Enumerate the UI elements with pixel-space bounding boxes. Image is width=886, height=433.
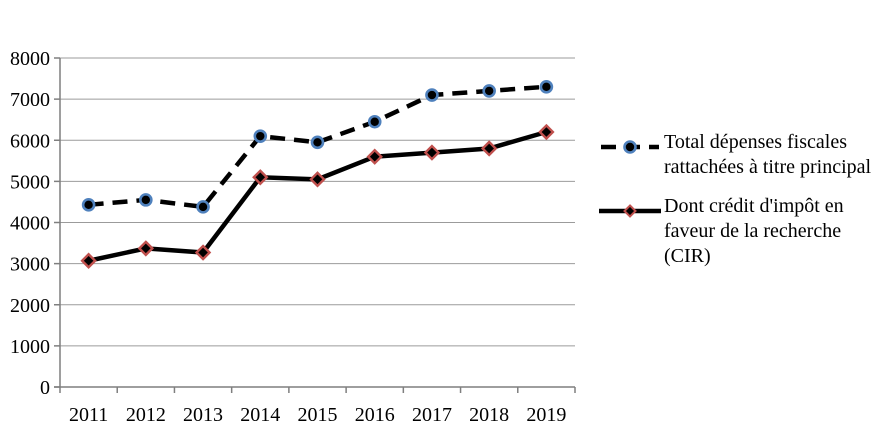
data-point-diamond	[252, 169, 269, 186]
data-point-circle	[310, 135, 325, 150]
data-point-circle	[253, 129, 268, 143]
data-point-diamond	[480, 140, 498, 157]
legend-key-solid-line-diamond-icon	[599, 204, 661, 218]
data-point-diamond	[538, 123, 555, 141]
y-axis-label: 8000	[10, 48, 50, 70]
y-axis-label: 3000	[10, 254, 50, 276]
legend-item-cir: Dont crédit d'impôt en faveur de la rech…	[598, 194, 886, 269]
data-point-circle	[367, 114, 382, 129]
series-line-1	[88, 129, 548, 263]
data-point-circle	[81, 198, 96, 212]
x-axis-label: 2018	[469, 404, 509, 426]
x-axis-label: 2013	[183, 404, 223, 426]
x-axis-label: 2019	[526, 404, 566, 426]
data-point-diamond	[137, 240, 155, 257]
x-axis-label: 2014	[240, 404, 280, 426]
x-axis-label: 2015	[298, 404, 338, 426]
legend-label-total: Total dépenses fiscales rattachées à tit…	[664, 131, 872, 178]
x-axis-label: 2016	[355, 404, 395, 426]
data-point-diamond	[80, 252, 97, 269]
legend-label-cir: Dont crédit d'impôt en faveur de la rech…	[664, 195, 844, 267]
legend: Total dépenses fiscales rattachées à tit…	[598, 130, 886, 269]
data-point-circle	[425, 88, 439, 102]
x-axis-label: 2011	[69, 404, 108, 426]
legend-diamond-marker-icon	[623, 204, 637, 218]
data-point-circle	[539, 79, 554, 94]
series-line-0	[88, 84, 547, 210]
y-axis-label: 2000	[10, 295, 50, 317]
data-point-circle	[139, 193, 153, 207]
data-point-diamond	[309, 171, 326, 188]
legend-key-dashed-line-circle-icon	[601, 140, 659, 154]
data-point-circle	[482, 84, 496, 98]
y-axis-label: 7000	[10, 89, 50, 111]
data-point-diamond	[366, 148, 383, 165]
y-axis-label: 4000	[10, 213, 50, 235]
legend-item-total: Total dépenses fiscales rattachées à tit…	[598, 130, 886, 180]
data-point-diamond	[194, 244, 212, 261]
data-point-diamond	[423, 144, 441, 161]
y-axis-label: 6000	[10, 130, 50, 152]
legend-circle-marker-icon	[623, 140, 637, 154]
y-axis-label: 0	[40, 377, 50, 399]
y-axis-label: 1000	[10, 336, 50, 358]
x-axis-label: 2012	[126, 404, 166, 426]
y-axis-label: 5000	[10, 171, 50, 193]
x-axis-label: 2017	[412, 404, 452, 426]
data-point-circle	[196, 200, 210, 214]
